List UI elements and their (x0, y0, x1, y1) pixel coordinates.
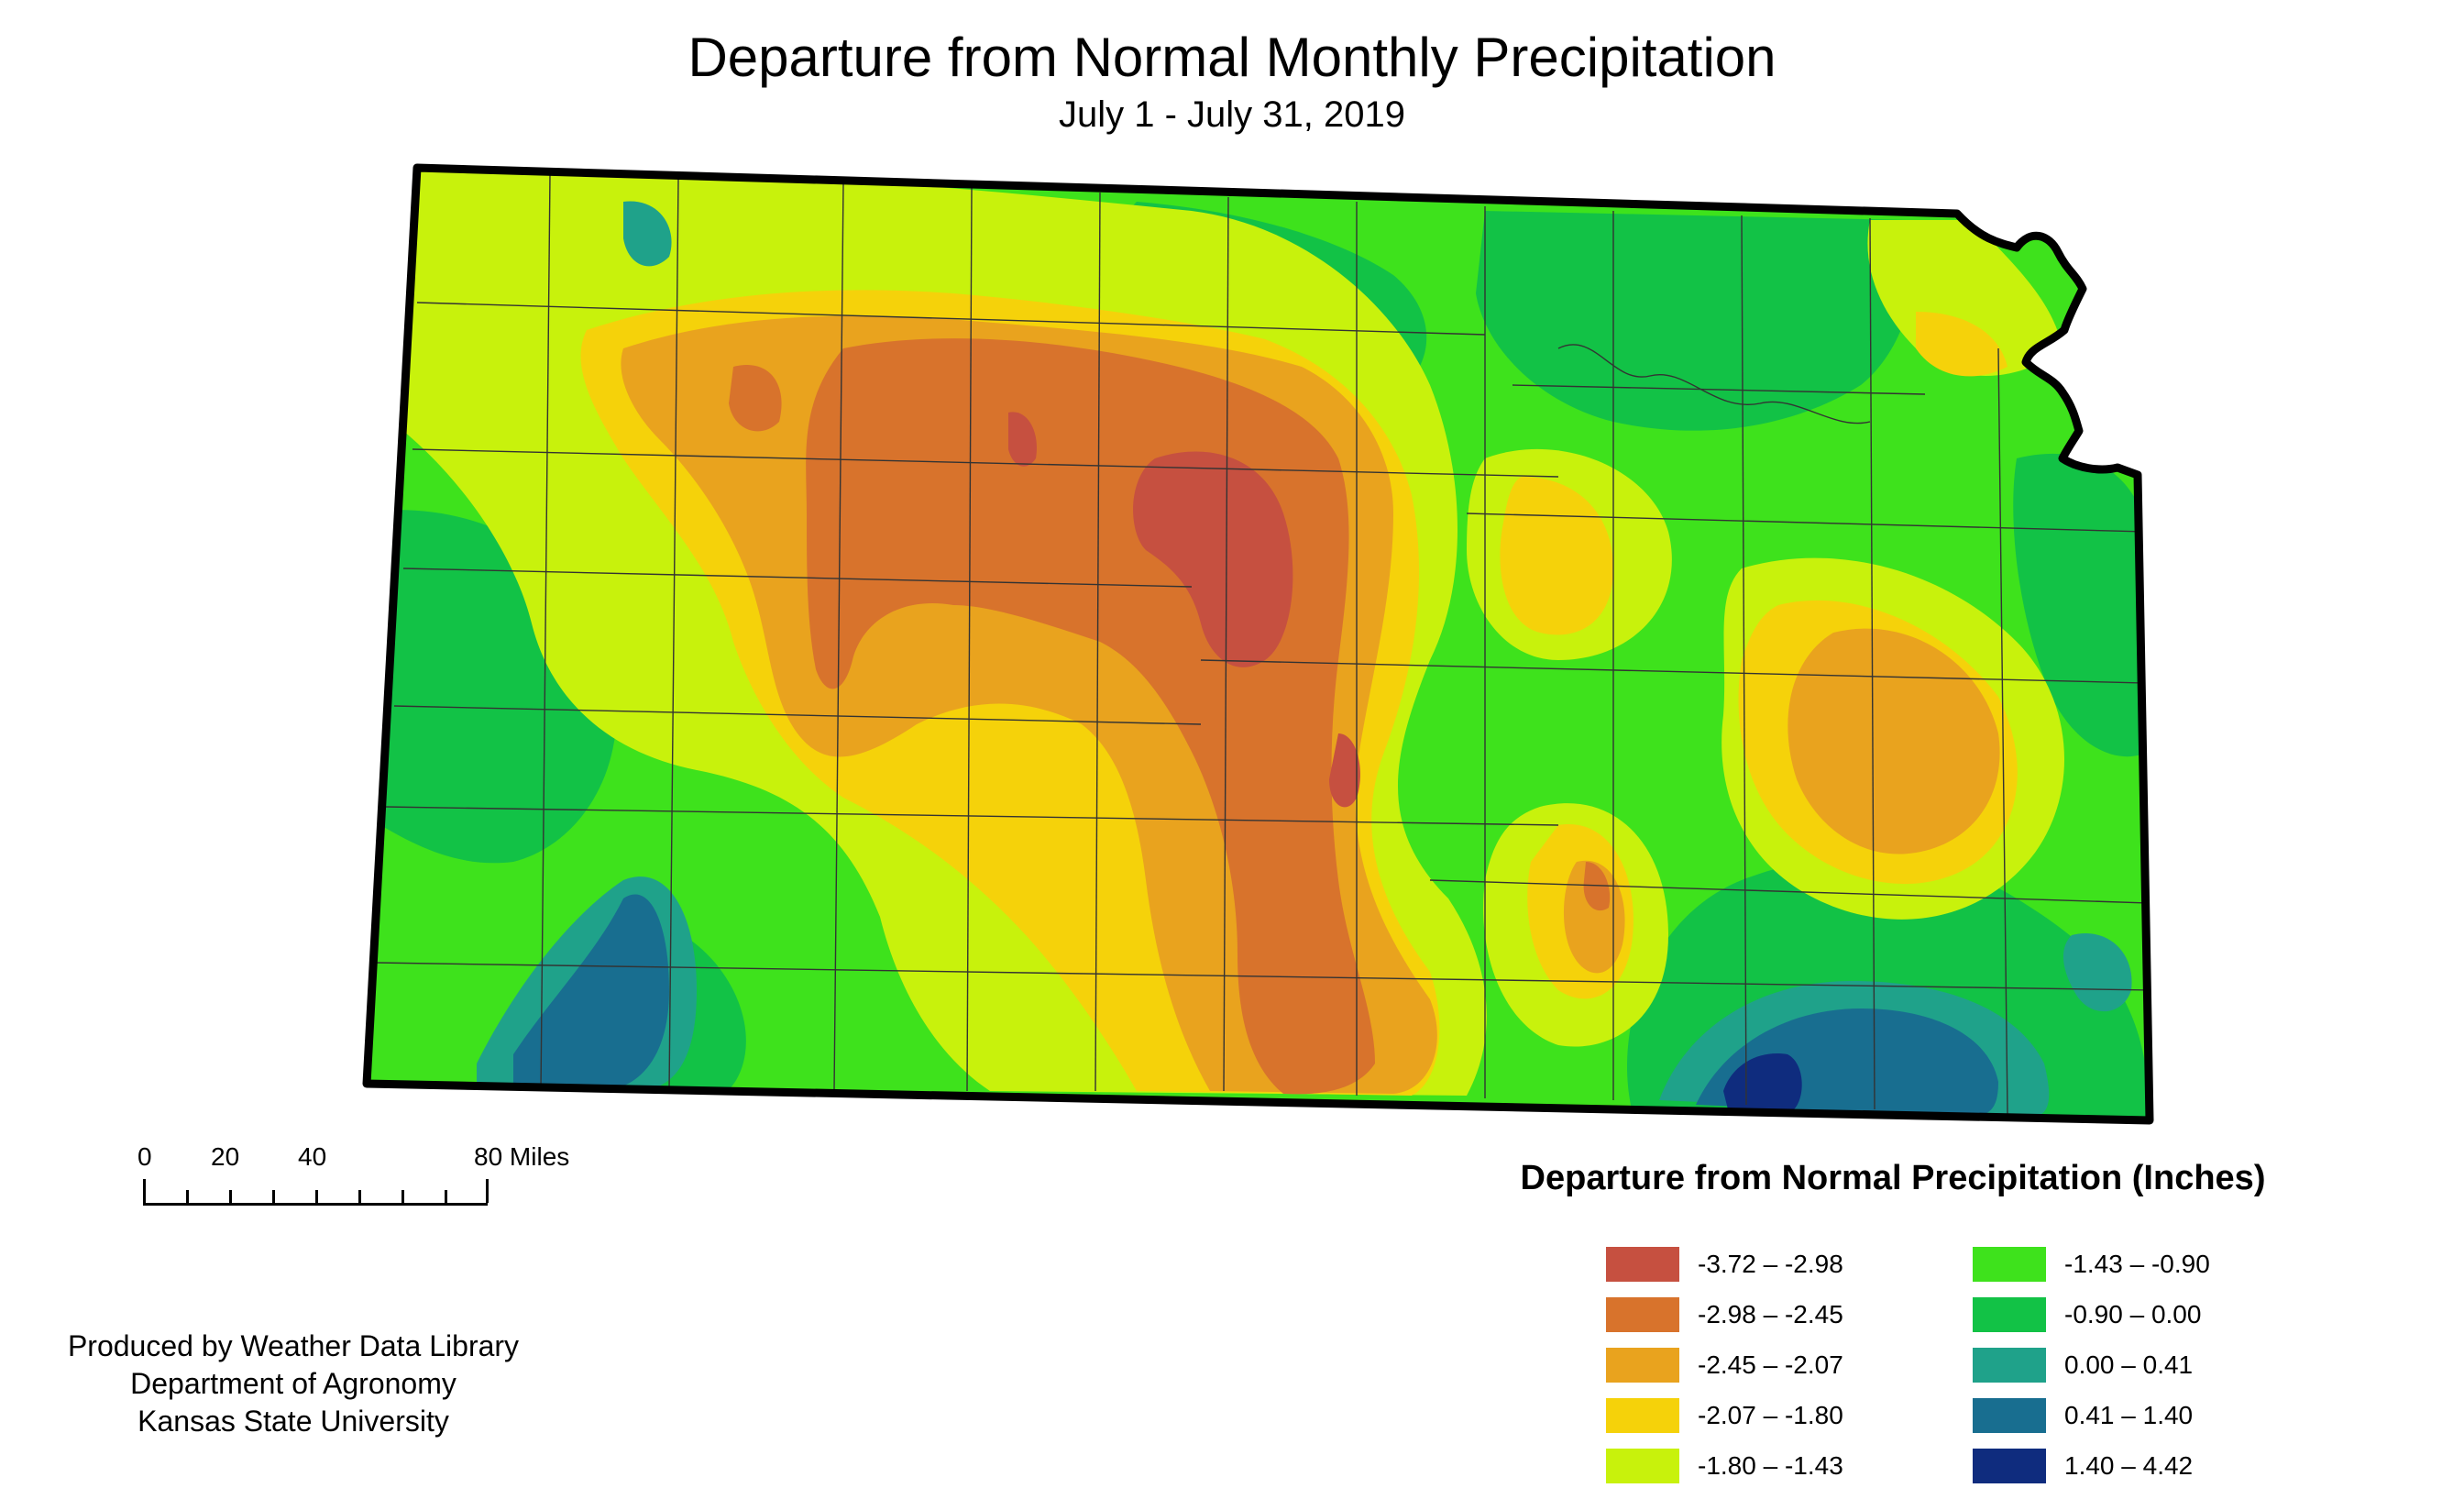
precipitation-surface (367, 168, 2150, 1120)
scale-tick (315, 1190, 318, 1203)
legend-label: -2.45 – -2.07 (1698, 1350, 1843, 1379)
legend-swatch (1606, 1348, 1679, 1383)
legend-label: -3.72 – -2.98 (1698, 1250, 1843, 1278)
scale-tick (229, 1190, 232, 1203)
legend-swatch (1973, 1247, 2046, 1282)
scale-tick (272, 1190, 275, 1203)
legend-label: -0.90 – 0.00 (2064, 1300, 2202, 1328)
legend-swatch (1606, 1398, 1679, 1433)
county-boundaries (375, 173, 2150, 1115)
scale-tick (358, 1190, 361, 1203)
scale-line (143, 1203, 488, 1206)
kansas-state-outline (362, 163, 2154, 1125)
scale-label-20: 20 (211, 1142, 240, 1171)
scale-tick (186, 1190, 189, 1203)
credits-line: Produced by Weather Data Library (67, 1329, 520, 1362)
legend-swatch (1606, 1449, 1679, 1483)
map-title: Departure from Normal Monthly Precipitat… (688, 27, 1776, 88)
legend-swatch (1973, 1449, 2046, 1483)
legend-label: 0.41 – 1.40 (2064, 1401, 2194, 1429)
legend-label: -1.43 – -0.90 (2064, 1250, 2210, 1278)
credits-line: Kansas State University (138, 1405, 449, 1438)
scale-tick (402, 1190, 404, 1203)
legend-label: -1.80 – -1.43 (1698, 1451, 1843, 1480)
legend-title: Departure from Normal Precipitation (Inc… (1520, 1159, 2266, 1197)
map-subtitle: July 1 - July 31, 2019 (1059, 94, 1405, 135)
legend-label: -2.98 – -2.45 (1698, 1300, 1843, 1328)
legend-swatch (1973, 1398, 2046, 1433)
scale-bar: 0 20 40 80 Miles (138, 1142, 614, 1207)
scale-label-40: 40 (298, 1142, 327, 1171)
legend-label: 0.00 – 0.41 (2064, 1350, 2194, 1379)
scale-label-0: 0 (138, 1142, 152, 1171)
credits-line: Department of Agronomy (130, 1367, 456, 1400)
scale-tick (445, 1190, 447, 1203)
legend-label: -2.07 – -1.80 (1698, 1401, 1843, 1429)
scale-tick (486, 1179, 489, 1203)
legend-label: 1.40 – 4.42 (2064, 1451, 2194, 1480)
scale-tick (143, 1179, 146, 1203)
scale-label-80: 80 Miles (474, 1142, 570, 1171)
legend-swatch (1973, 1348, 2046, 1383)
legend-swatch (1973, 1297, 2046, 1332)
legend-swatch (1606, 1297, 1679, 1332)
legend-swatch (1606, 1247, 1679, 1282)
credits: Produced by Weather Data Library Departm… (37, 1328, 550, 1440)
